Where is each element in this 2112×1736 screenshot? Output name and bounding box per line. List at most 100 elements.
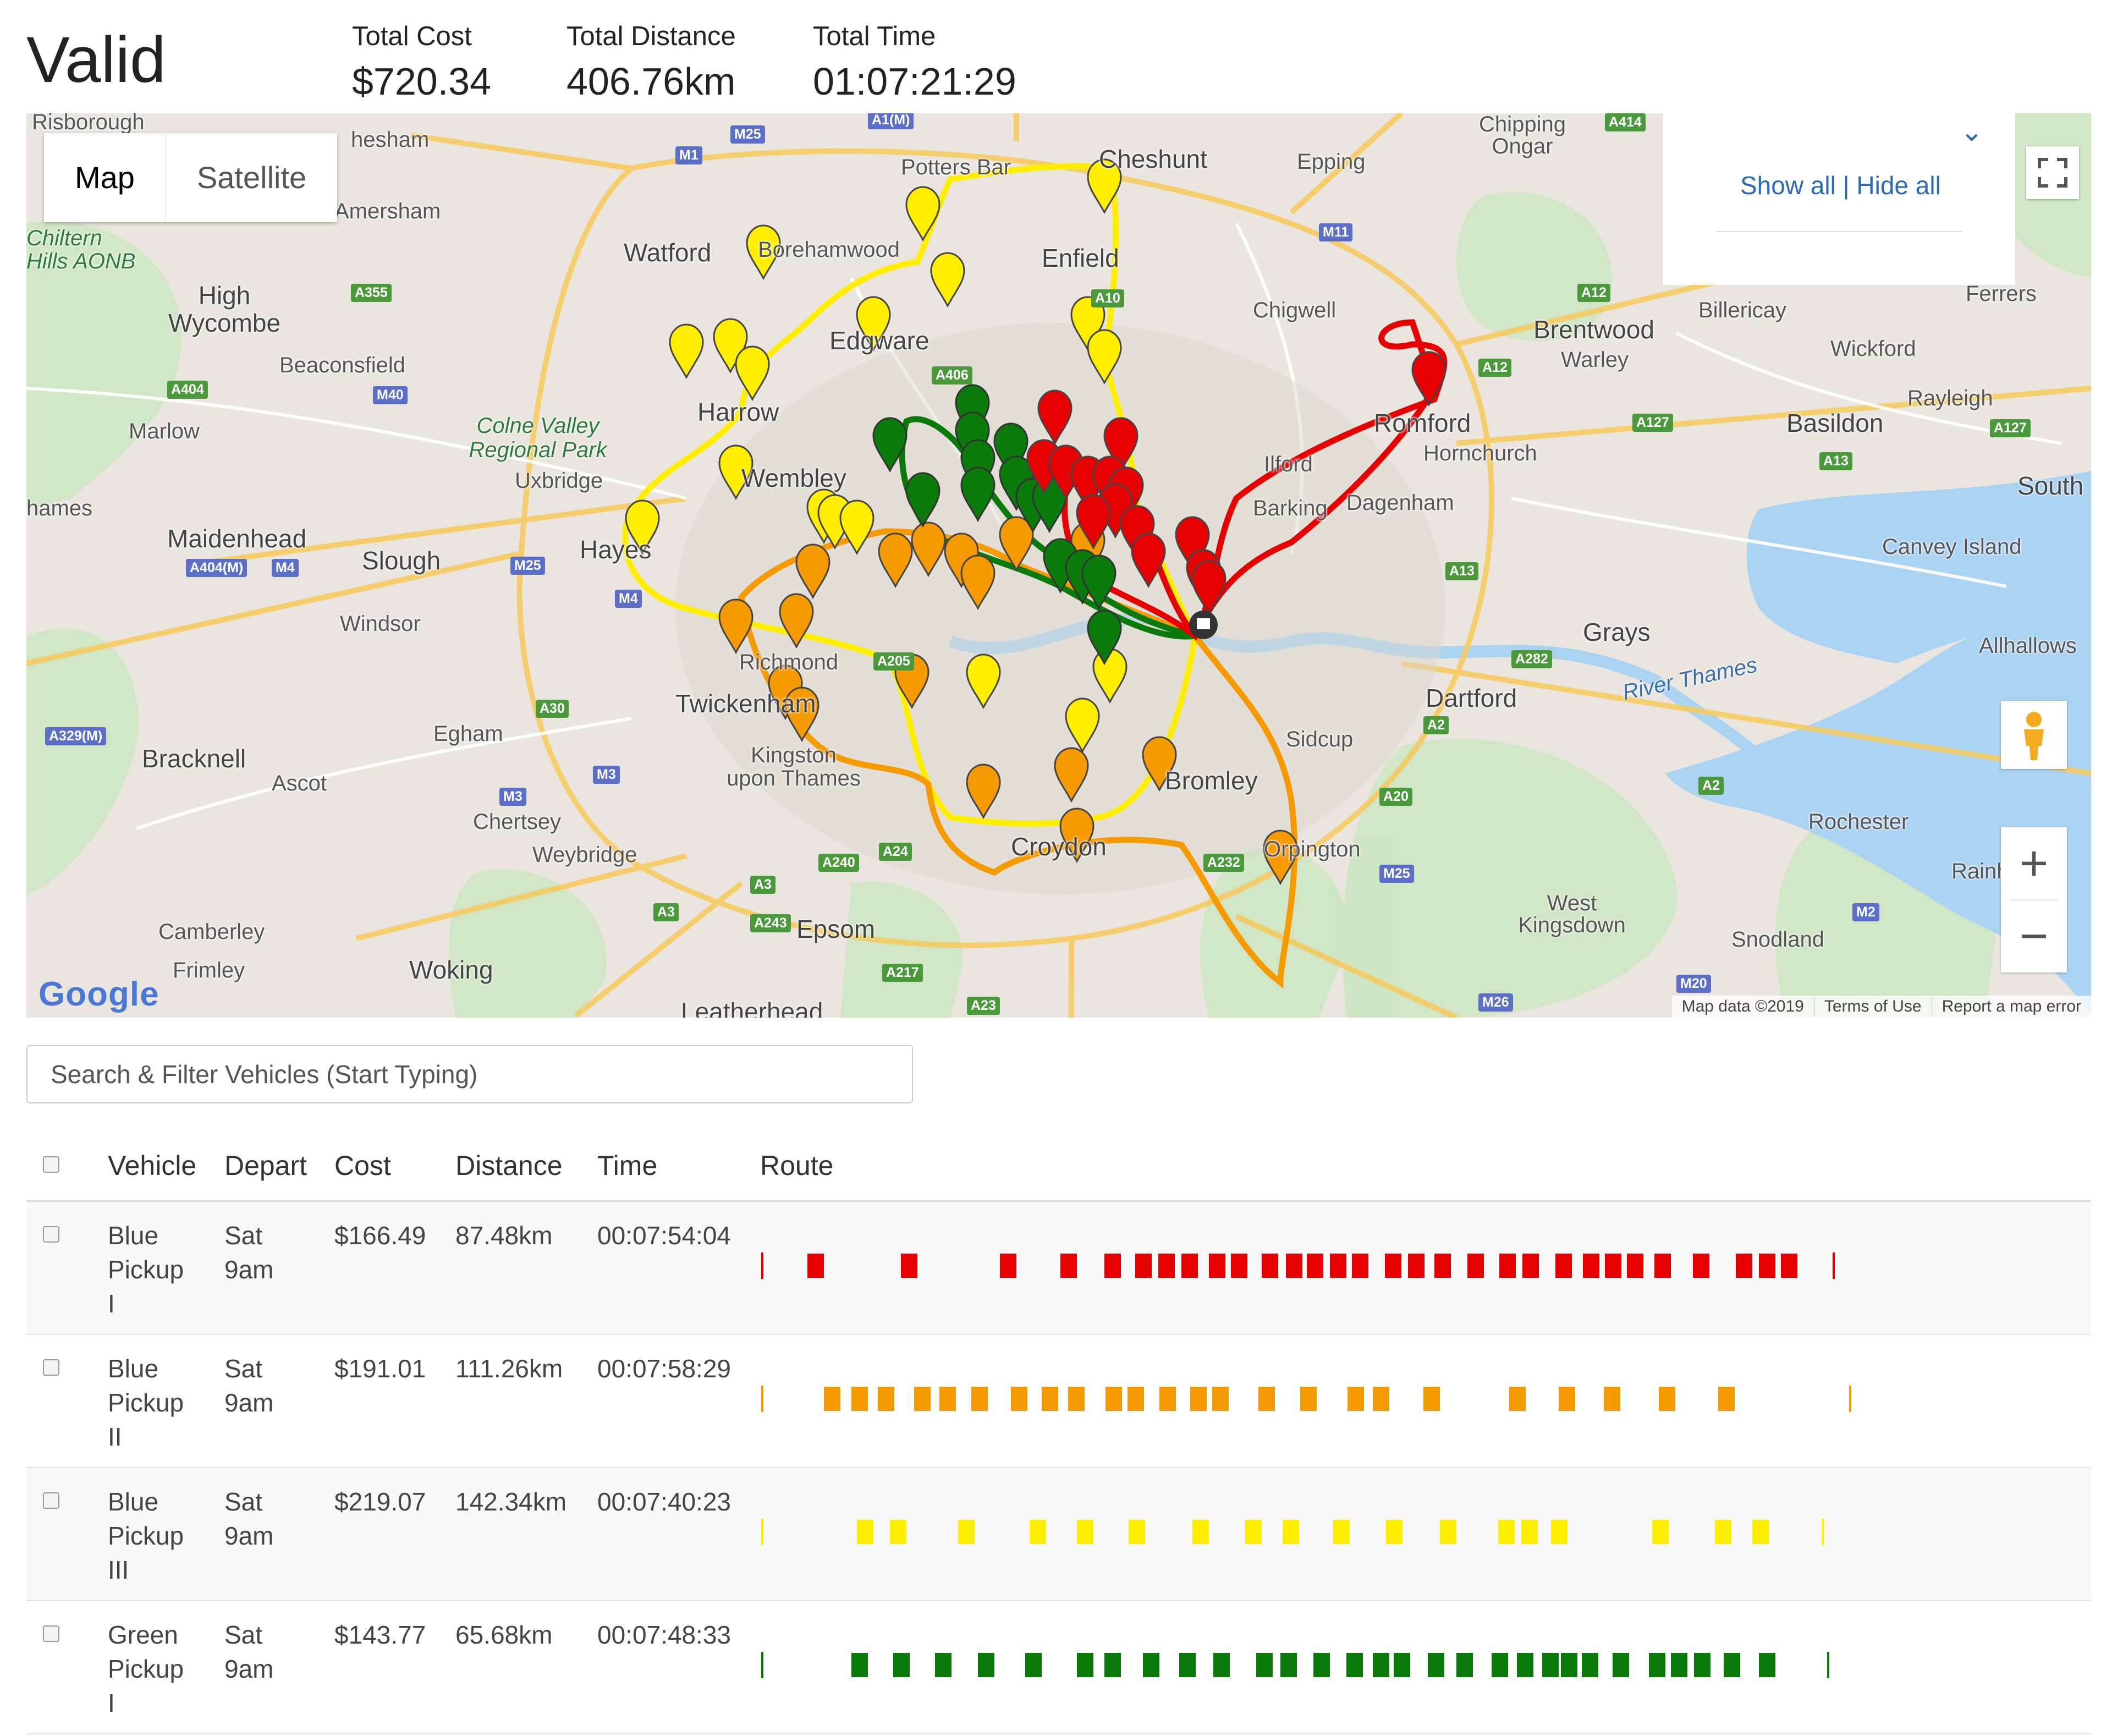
route-stop-block [1517, 1653, 1533, 1677]
depart-time: Sat 9am [224, 1352, 312, 1420]
depart-time: Sat 9am [224, 1618, 312, 1686]
chevron-down-icon[interactable]: ⌄ [1960, 116, 1983, 147]
map-place-label: Windsor [340, 612, 421, 636]
road-shield: M20 [1676, 975, 1711, 993]
route-stop-block [1561, 1653, 1577, 1677]
map-place-label: Barking [1253, 496, 1328, 520]
route-stop-block [1030, 1520, 1046, 1544]
vehicle-search-input[interactable] [26, 1045, 913, 1103]
road-shield: A2 [1423, 716, 1449, 734]
header-cost[interactable]: Cost [334, 1150, 391, 1181]
map-place-label: Frimley [173, 958, 245, 982]
total-distance-stat: Total Distance 406.76km [566, 21, 736, 103]
table-row[interactable]: Blue Pickup I Sat 9am $166.49 87.48km 00… [26, 1202, 2091, 1335]
vehicle-table: Vehicle Depart Cost Distance Time Route … [26, 1144, 2091, 1734]
map-place-label: Romford [1374, 409, 1471, 437]
table-row[interactable]: Green Pickup I Sat 9am $143.77 65.68km 0… [26, 1601, 2091, 1734]
route-stop-block [1604, 1387, 1620, 1411]
map-place-label: Chipping Ongar [1479, 113, 1566, 158]
route-stop-block [1718, 1387, 1735, 1411]
route-stop-block [1582, 1653, 1598, 1677]
route-stop-block [1423, 1387, 1440, 1411]
map-place-label: Uxbridge [515, 469, 603, 493]
select-all-checkbox[interactable] [43, 1156, 59, 1173]
show-all-link[interactable]: Show all [1740, 171, 1836, 200]
route-stop-block [1694, 1653, 1711, 1677]
header-depart[interactable]: Depart [224, 1150, 307, 1181]
row-checkbox[interactable] [43, 1226, 59, 1243]
route-stop-block [1283, 1520, 1299, 1544]
cost-cell: $219.07 [334, 1487, 426, 1516]
route-stop-block [1104, 1254, 1121, 1278]
status-title: Valid [26, 24, 166, 96]
route-stop-block [1559, 1387, 1575, 1411]
road-shield: A217 [882, 964, 923, 982]
map-type-map-button[interactable]: Map [44, 133, 166, 222]
route-stop-block [1542, 1653, 1559, 1677]
header-vehicle[interactable]: Vehicle [108, 1150, 197, 1181]
vehicle-name: Blue Pickup II [108, 1352, 207, 1454]
route-map[interactable]: Risborough hesham Amersham Chiltern Hill… [26, 113, 2091, 1018]
row-checkbox[interactable] [43, 1625, 59, 1642]
route-stop-block [901, 1254, 917, 1278]
header-time[interactable]: Time [597, 1150, 658, 1181]
road-shield: A13 [1445, 562, 1478, 580]
map-place-label: Risborough [32, 113, 145, 134]
road-shield: A329(M) [45, 727, 107, 745]
route-stop-block [1231, 1254, 1247, 1278]
route-endpoint [1827, 1652, 1829, 1678]
report-map-error-link[interactable]: Report a map error [1931, 997, 2091, 1016]
fullscreen-button[interactable] [2026, 146, 2079, 199]
road-shield: A404 [167, 381, 208, 399]
route-stop-block [1143, 1653, 1159, 1677]
route-stop-block [1068, 1387, 1085, 1411]
route-stop-block [1313, 1653, 1330, 1677]
row-checkbox[interactable] [43, 1359, 59, 1376]
time-cell: 00:07:54:04 [597, 1221, 732, 1250]
route-stop-block [1456, 1653, 1473, 1677]
road-shield: A406 [932, 366, 972, 384]
road-shield: A205 [873, 652, 914, 671]
route-stop-block [1759, 1653, 1775, 1677]
route-stop-block [1258, 1387, 1275, 1411]
map-canvas[interactable] [26, 113, 2091, 1018]
route-stop-block [1440, 1520, 1456, 1544]
map-place-label: South [2017, 471, 2084, 500]
total-time-stat: Total Time 01:07:21:29 [813, 21, 1016, 103]
hide-all-link[interactable]: Hide all [1856, 171, 1941, 200]
map-place-label: Camberley [158, 920, 265, 944]
map-place-label: Kingston upon Thames [727, 743, 861, 790]
road-shield: A127 [1632, 414, 1673, 432]
route-stop-block [1348, 1387, 1364, 1411]
header-distance[interactable]: Distance [455, 1150, 563, 1181]
vehicle-line: Green [108, 1620, 178, 1649]
route-stop-block [1499, 1254, 1516, 1278]
map-place-label: Colne Valley Regional Park [469, 414, 607, 462]
time-cell: 00:07:58:29 [597, 1354, 732, 1383]
row-checkbox[interactable] [43, 1492, 59, 1509]
route-stop-block [1262, 1254, 1278, 1278]
depart-line: Sat [224, 1354, 263, 1383]
road-shield: M4 [272, 559, 299, 577]
map-place-label: Epsom [796, 915, 876, 943]
map-type-control[interactable]: Map Satellite [44, 133, 338, 222]
table-header: Vehicle Depart Cost Distance Time Route [26, 1144, 2091, 1202]
map-type-satellite-button[interactable]: Satellite [196, 160, 307, 195]
terms-of-use-link[interactable]: Terms of Use [1813, 997, 1932, 1016]
map-place-label: hesham [351, 128, 430, 152]
minus-icon[interactable]: − [2019, 909, 2049, 964]
map-place-label: Leatherhead [681, 997, 823, 1018]
route-stop-block [1759, 1254, 1775, 1278]
street-view-button[interactable] [2001, 701, 2067, 769]
table-row[interactable]: Blue Pickup II Sat 9am $191.01 111.26km … [26, 1335, 2091, 1468]
road-shield: A3 [750, 876, 776, 894]
distance-cell: 87.48km [455, 1221, 553, 1250]
route-endpoint [1822, 1519, 1824, 1545]
route-stop-block [1373, 1387, 1389, 1411]
road-shield: A232 [1203, 854, 1244, 872]
map-place-label: Snodland [1731, 927, 1825, 952]
map-place-label: Sidcup [1286, 727, 1354, 751]
plus-icon[interactable]: + [2019, 836, 2049, 891]
table-row[interactable]: Blue Pickup III Sat 9am $219.07 142.34km… [26, 1468, 2091, 1601]
map-place-label: Dartford [1426, 684, 1517, 712]
